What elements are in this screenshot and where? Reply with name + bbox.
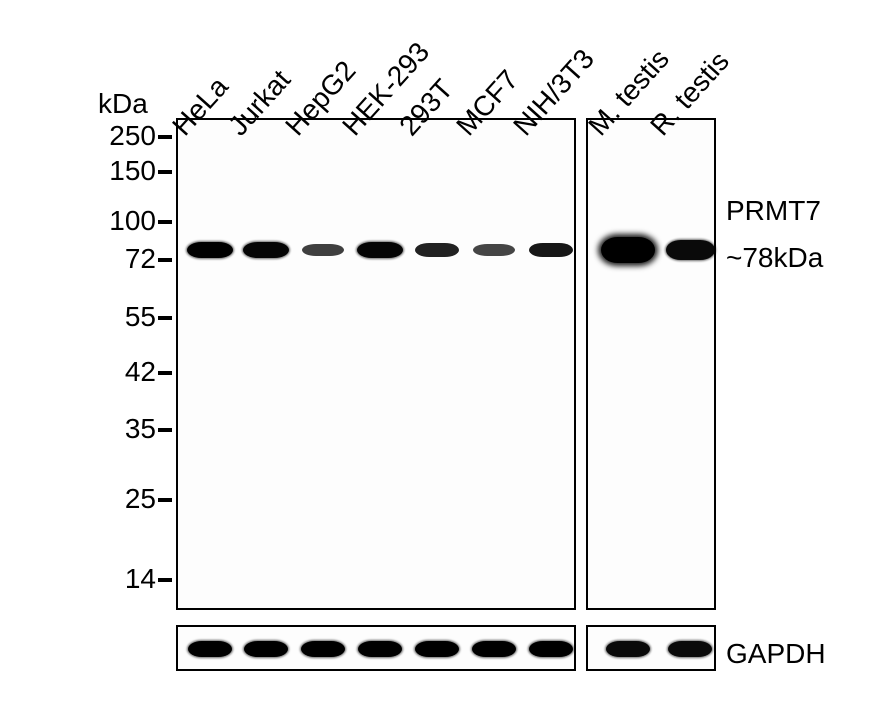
gapdh-band [606,641,650,657]
kda-unit-label: kDa [98,88,148,120]
gapdh-panel-1 [176,625,576,671]
western-blot-figure: kDa 250150100725542352514 HeLaJurkatHepG… [0,0,888,711]
mw-label: 25 [98,483,156,515]
gapdh-panel-2 [586,625,716,671]
prmt7-band [473,244,515,255]
prmt7-band [357,242,403,258]
blot-panel-1 [176,118,576,610]
mw-label: 55 [98,301,156,333]
mw-tick [158,135,172,139]
mw-tick [158,170,172,174]
prmt7-band [529,243,574,257]
prmt7-band [415,243,459,257]
gapdh-band [188,641,232,657]
mw-label: 14 [98,563,156,595]
mw-label: 100 [98,205,156,237]
mw-tick [158,316,172,320]
gapdh-band [415,641,459,657]
loading-control-label: GAPDH [726,638,826,670]
observed-size-label: ~78kDa [726,242,823,274]
mw-tick [158,498,172,502]
mw-label: 250 [98,120,156,152]
mw-label: 150 [98,155,156,187]
mw-label: 42 [98,356,156,388]
gapdh-band [301,641,345,657]
mw-tick [158,428,172,432]
mw-label: 72 [98,243,156,275]
mw-tick [158,578,172,582]
prmt7-band [243,242,289,258]
gapdh-band [529,641,573,657]
blot-panel-2 [586,118,716,610]
prmt7-band [302,244,345,256]
prmt7-band [666,240,715,261]
prmt7-band [187,242,233,258]
mw-tick [158,371,172,375]
protein-label: PRMT7 [726,195,821,227]
mw-label: 35 [98,413,156,445]
mw-tick [158,258,172,262]
prmt7-band [601,237,655,264]
gapdh-band [668,641,712,657]
gapdh-band [472,641,516,657]
gapdh-band [358,641,402,657]
mw-tick [158,220,172,224]
gapdh-band [244,641,288,657]
